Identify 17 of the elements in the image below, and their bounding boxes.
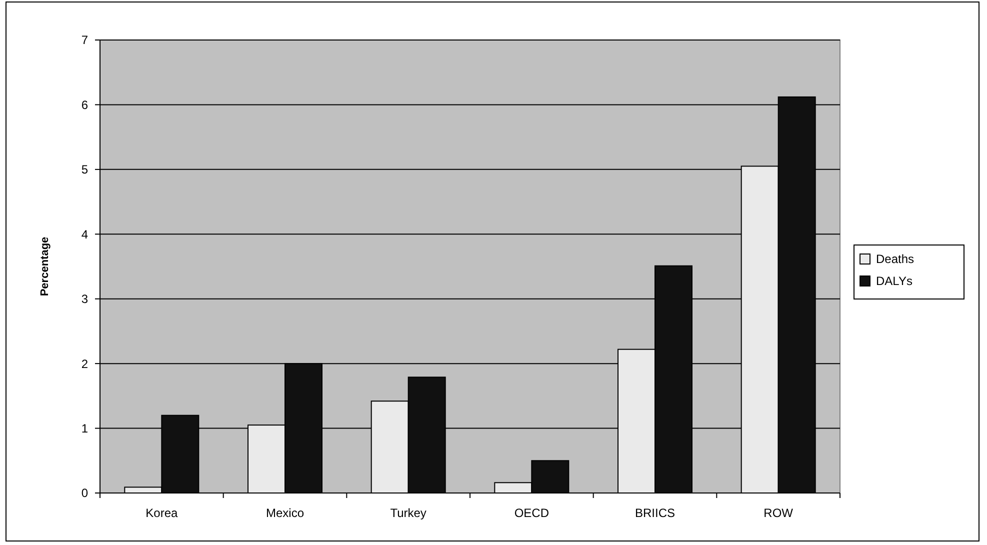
x-tick-label: BRIICS xyxy=(634,506,676,520)
y-tick-label: 2 xyxy=(81,356,88,371)
y-tick-label: 3 xyxy=(81,292,88,306)
y-tick-label: 0 xyxy=(81,486,88,500)
y-tick-label: 1 xyxy=(81,421,88,436)
y-tick-label: 6 xyxy=(81,98,88,112)
y-tick-label: 5 xyxy=(81,162,88,177)
x-tick-label: Turkey xyxy=(390,506,426,520)
x-tick-label: OECD xyxy=(514,506,550,520)
legend-label: Deaths xyxy=(876,252,914,266)
legend-label: DALYs xyxy=(876,274,912,288)
x-tick-label: ROW xyxy=(764,506,794,520)
y-axis-title: Percentage xyxy=(39,236,51,296)
y-tick-label: 7 xyxy=(81,33,88,48)
x-tick-label: Korea xyxy=(146,506,178,520)
y-tick-label: 4 xyxy=(81,227,88,242)
x-tick-label: Mexico xyxy=(266,506,304,520)
